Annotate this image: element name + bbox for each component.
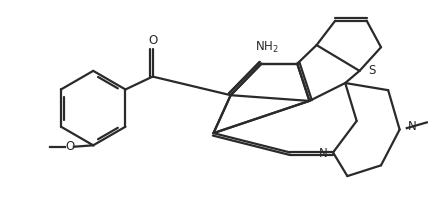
Text: O: O xyxy=(65,140,74,153)
Text: N: N xyxy=(319,147,327,160)
Text: O: O xyxy=(148,34,157,47)
Text: N: N xyxy=(407,120,416,133)
Text: NH$_2$: NH$_2$ xyxy=(255,40,279,56)
Text: S: S xyxy=(368,64,375,77)
